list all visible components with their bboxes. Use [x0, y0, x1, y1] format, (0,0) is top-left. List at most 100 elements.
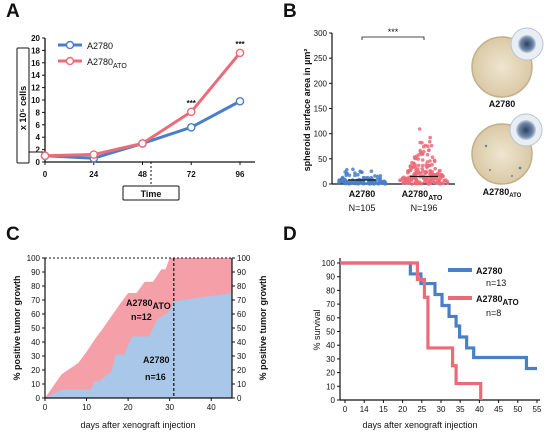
d-survival-line-0: [340, 261, 537, 371]
image-label-a2780ato-sub: ATO: [509, 193, 521, 199]
c-ytick-label-right: 90: [237, 268, 246, 277]
b-point: [427, 148, 431, 152]
legend-d-ato-n: n=8: [486, 308, 501, 318]
legend-d-a2780-n: n=13: [486, 278, 506, 288]
image-label-a2780: A2780: [489, 99, 516, 109]
chart-b: spheroid surface area in µm² 0 50 100 150 20…: [302, 27, 544, 213]
b-point: [398, 178, 403, 182]
chart-a-xlabel-box: [122, 185, 180, 201]
c-ytick-label: 20: [31, 366, 40, 375]
d-xtick-label: 45: [494, 405, 503, 414]
b-ytick-label: 0: [323, 180, 328, 189]
b-point: [410, 182, 414, 186]
d-ytick-label: 80: [326, 286, 335, 295]
a-xtick-label: 24: [89, 170, 98, 179]
d-xtick-label: 0: [343, 405, 348, 414]
d-ytick-label: 100: [322, 259, 336, 268]
a-point: [40, 151, 50, 161]
legend-d-ato-label: A2780ATO: [476, 294, 519, 307]
b-point: [417, 127, 422, 131]
b-point: [445, 180, 450, 185]
b-point: [423, 177, 428, 182]
d-ytick-label: 30: [326, 355, 335, 364]
d-survival-line-1: [340, 261, 483, 400]
d-ytick-label: 50: [326, 328, 335, 337]
b-point: [428, 139, 432, 144]
chart-a-legend: A2780 A2780ATO: [58, 40, 127, 70]
d-ytick-label: 60: [326, 314, 335, 323]
b-point: [345, 171, 349, 176]
b-point: [337, 178, 341, 182]
spheroid-image-a2780ato: A2780ATO: [471, 113, 543, 199]
image-label-a2780ato: A2780ATO: [483, 187, 522, 199]
b-point: [375, 177, 380, 182]
a-point: [89, 150, 99, 159]
legend-a2780-label: A2780: [87, 41, 113, 51]
b-point: [425, 160, 430, 164]
panel-letter-b: B: [283, 1, 297, 22]
chart-d: 0 10 20 30 40 50 60 70 80 90 100 0 14 15 20 25 30 35 40 45 5…: [312, 258, 542, 430]
b-point: [433, 166, 438, 171]
c-ytick-label-right: 10: [237, 380, 246, 389]
b-point: [425, 152, 430, 157]
b-point: [412, 161, 416, 166]
a-ytick-label: 2: [36, 146, 41, 155]
b-point: [359, 170, 363, 174]
chart-b-n-2: N=196: [411, 203, 438, 213]
chart-b-ylabel: spheroid surface area in µm²: [302, 49, 312, 172]
d-xtick-label: 15: [379, 405, 388, 414]
legend-a2780-marker: [65, 40, 75, 50]
c-ytick-label: 60: [31, 310, 40, 319]
b-point: [351, 167, 355, 172]
image-label-a2780ato-main: A2780: [483, 187, 510, 197]
b-point: [357, 181, 362, 185]
d-xtick-label: 14: [360, 405, 369, 414]
panel-letter-d: D: [283, 224, 297, 245]
c-area-a2780: [45, 293, 232, 398]
a-xtick-label: 72: [187, 170, 196, 179]
d-xtick-label: 40: [475, 405, 484, 414]
b-point: [406, 176, 410, 180]
a-point: [186, 107, 196, 117]
a-ytick-label: 12: [31, 84, 40, 93]
chart-c-ylabel-right: % positive tumor growth: [258, 275, 268, 380]
a-ytick-label: 20: [31, 34, 40, 43]
d-ytick-label: 20: [326, 369, 335, 378]
c-ytick-label: 10: [31, 380, 40, 389]
b-point: [432, 159, 437, 163]
chart-a-ylabel: x 10⁵ cells: [18, 86, 28, 130]
c-ytick-label-right: 100: [237, 254, 251, 263]
panel-letter-c: C: [6, 224, 20, 245]
b-point: [353, 171, 357, 175]
b-point: [418, 148, 423, 153]
c-ytick-label-right: 80: [237, 282, 246, 291]
b-point: [420, 163, 425, 168]
b-point: [428, 159, 432, 163]
a-significance: ***: [187, 99, 197, 108]
c-xtick-label: 10: [82, 403, 91, 412]
b-point: [378, 174, 383, 178]
b-ytick-label: 300: [314, 29, 328, 38]
b-point: [373, 174, 377, 178]
b-point: [416, 169, 421, 174]
c-ytick-label-right: 30: [237, 352, 246, 361]
d-ytick-label: 0: [331, 396, 336, 405]
b-point: [428, 178, 433, 182]
b-point: [422, 149, 426, 154]
chart-c-xlabel: days after xenograft injection: [80, 420, 195, 430]
b-point: [442, 178, 446, 183]
c-ytick-label-right: 20: [237, 366, 246, 375]
d-xtick-label: 55: [533, 405, 542, 414]
c-xtick-label: 20: [124, 403, 133, 412]
b-point: [378, 180, 383, 184]
spheroid-image-a2780: A2780: [471, 27, 544, 109]
b-point: [403, 180, 408, 185]
b-point: [423, 171, 427, 176]
chart-b-n-1: N=105: [349, 203, 376, 213]
b-point: [369, 169, 374, 173]
b-point: [425, 165, 429, 169]
b-point: [345, 180, 349, 185]
d-xtick-label: 25: [417, 405, 426, 414]
c-ytick-label: 100: [27, 254, 41, 263]
